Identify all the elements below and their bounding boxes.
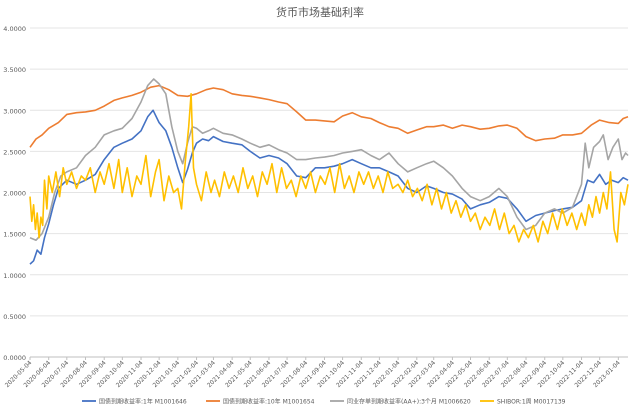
y-tick-label: 1.0000 (3, 272, 26, 280)
series-line-2 (29, 84, 629, 148)
series-line-3 (29, 78, 629, 241)
legend-label: SHIBOR:1周 M0017139 (497, 399, 566, 406)
y-tick-label: 3.0000 (3, 107, 26, 115)
y-tick-label: 4.0000 (3, 25, 26, 33)
y-tick-label: 0.5000 (3, 313, 26, 321)
y-tick-label: 2.0000 (3, 190, 26, 198)
x-axis: 2020-05-042020-06-042020-07-042020-08-04… (4, 357, 622, 389)
gridlines (30, 27, 628, 358)
legend-label: 国债到期收益率:10年 M1001654 (223, 398, 315, 406)
y-tick-label: 0.0000 (3, 354, 26, 362)
series-line-4 (29, 93, 629, 243)
y-axis: 0.0000 0.5000 1.0000 1.5000 2.0000 2.5000 3.00… (3, 25, 26, 362)
legend-label: 同业存单到期收益率(AA+):3个月 M1006620 (347, 398, 471, 406)
y-tick-label: 3.5000 (3, 66, 26, 74)
legend-label: 国债到期收益率:1年 M1001646 (99, 398, 187, 406)
y-tick-label: 1.5000 (3, 231, 26, 239)
chart-title: 货币市场基础利率 (276, 5, 364, 19)
legend: 国债到期收益率:1年 M1001646 国债到期收益率:10年 M1001654 同… (82, 398, 566, 406)
y-tick-label: 2.5000 (3, 148, 26, 156)
series-lines (29, 78, 629, 265)
